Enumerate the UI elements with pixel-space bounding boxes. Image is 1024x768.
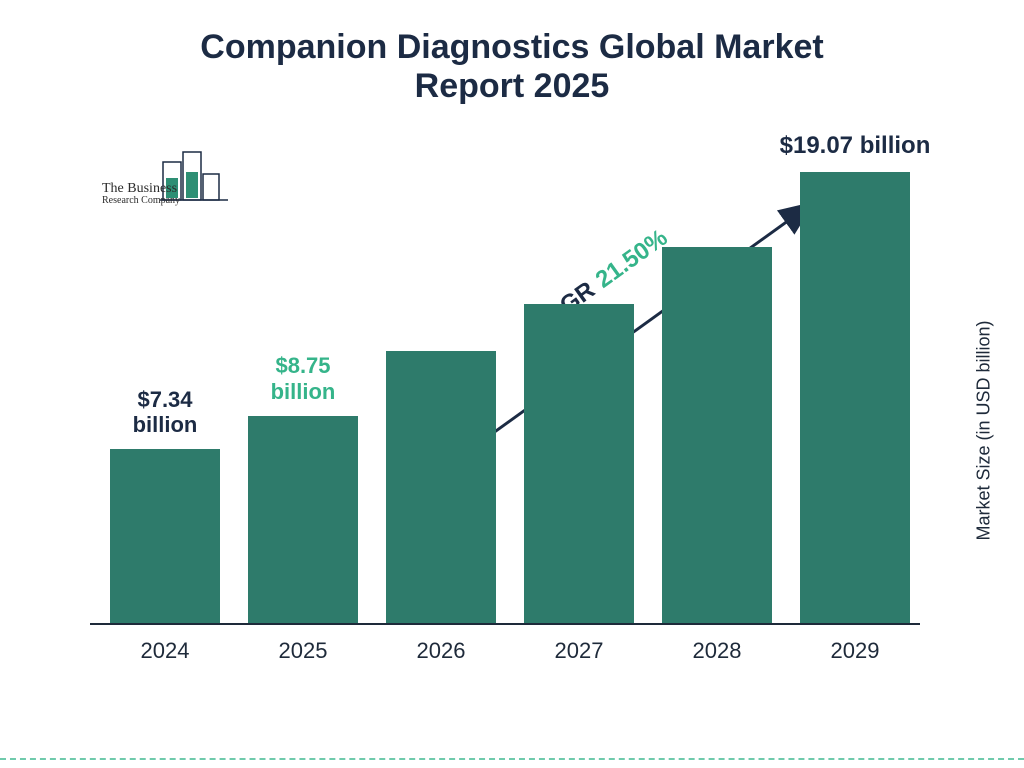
title-line1: Companion Diagnostics Global Market bbox=[200, 28, 823, 66]
chart-title: Companion Diagnostics Global Market Repo… bbox=[0, 28, 1024, 106]
x-axis-category-label: 2024 bbox=[110, 638, 220, 664]
bar-value-label: $7.34billion bbox=[100, 387, 230, 438]
bar-value-label: $19.07 billion bbox=[770, 132, 940, 160]
bar-chart: CAGR21.50% 202420252026202720282029$7.34… bbox=[90, 150, 930, 670]
x-axis-category-label: 2027 bbox=[524, 638, 634, 664]
x-axis-category-label: 2028 bbox=[662, 638, 772, 664]
bottom-divider bbox=[0, 758, 1024, 760]
y-axis-label: Market Size (in USD billion) bbox=[973, 320, 994, 540]
chart-page: { "title": { "line1": "Companion Diagnos… bbox=[0, 0, 1024, 768]
bar bbox=[524, 304, 634, 623]
x-axis-category-label: 2025 bbox=[248, 638, 358, 664]
bar bbox=[386, 351, 496, 623]
bar-value-label: $8.75billion bbox=[238, 353, 368, 404]
bar bbox=[662, 247, 772, 623]
x-axis-category-label: 2029 bbox=[800, 638, 910, 664]
bar bbox=[800, 172, 910, 623]
bar bbox=[110, 449, 220, 623]
title-line2: Report 2025 bbox=[415, 67, 610, 105]
bar bbox=[248, 416, 358, 623]
x-axis-category-label: 2026 bbox=[386, 638, 496, 664]
